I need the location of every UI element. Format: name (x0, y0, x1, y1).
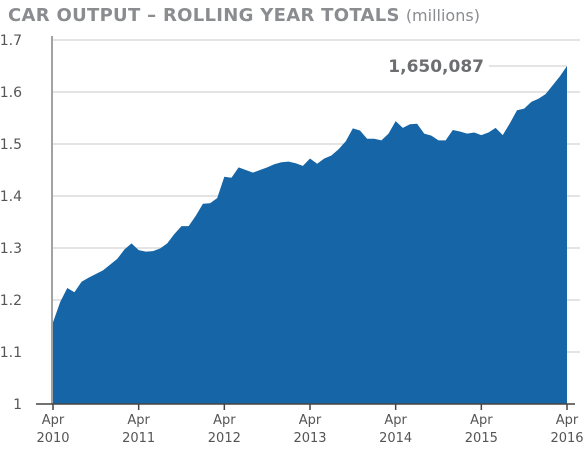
x-tick-month: Apr (299, 413, 322, 428)
x-axis-ticks: Apr 2010 Apr 2011 Apr 2012 Apr 2013 Apr 2014 Apr 20… (36, 404, 584, 446)
x-tick-year: 2011 (122, 431, 155, 446)
x-tick-year: 2012 (208, 431, 241, 446)
y-tick-label: 1.3 (0, 241, 22, 257)
y-tick-label: 1 (13, 397, 22, 413)
y-tick-label: 1.4 (0, 189, 22, 205)
x-tick-month: Apr (42, 413, 65, 428)
x-tick-month: Apr (470, 413, 493, 428)
y-tick-label: 1.5 (0, 137, 22, 153)
x-tick-year: 2015 (465, 431, 498, 446)
data-area-layer (53, 66, 567, 404)
series-area (53, 66, 567, 404)
chart-title: CAR OUTPUT – ROLLING YEAR TOTALS (million… (8, 5, 480, 26)
y-tick-label: 1.2 (0, 293, 22, 309)
chart-title-main: CAR OUTPUT – ROLLING YEAR TOTALS (8, 5, 400, 26)
x-tick-month: Apr (213, 413, 236, 428)
y-axis-ticks: 1 1.1 1.2 1.3 1.4 1.5 1.6 1.7 (0, 33, 22, 413)
chart-title-unit: (millions) (406, 6, 480, 25)
axes (36, 36, 575, 405)
y-tick-label: 1.6 (0, 85, 22, 101)
x-tick-year: 2014 (379, 431, 412, 446)
y-tick-label: 1.1 (0, 345, 22, 361)
x-tick-year: 2013 (293, 431, 326, 446)
y-tick-label: 1.7 (0, 33, 22, 49)
annotation-layer: 1,650,087 (388, 57, 567, 77)
x-tick-month: Apr (384, 413, 407, 428)
x-tick-month: Apr (127, 413, 150, 428)
annotation-label: 1,650,087 (388, 57, 484, 77)
x-tick-year: 2010 (36, 431, 69, 446)
x-tick-month: Apr (556, 413, 579, 428)
x-tick-year: 2016 (550, 431, 583, 446)
